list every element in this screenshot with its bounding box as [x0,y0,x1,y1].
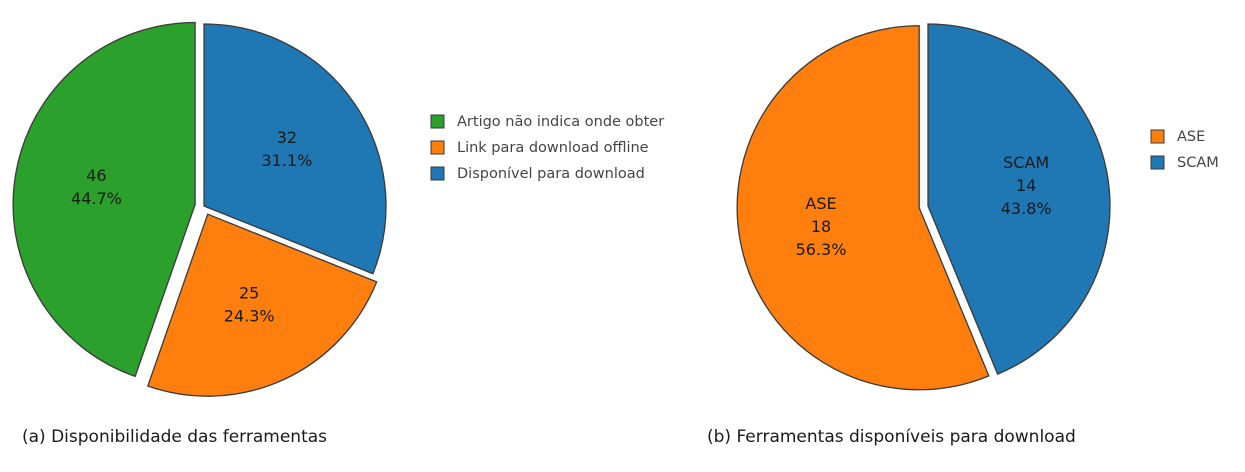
legend-label: Artigo não indica onde obter [457,114,664,130]
slice-value-label: 18 [811,217,831,236]
pie-slice-link-para-download-offline [146,213,378,397]
slice-value-label: 25 [239,283,259,302]
slice-percent-label: 44.7% [71,189,122,208]
pie-chart-downloadable-tools: SCAM 14 43.8% ASE 18 56.3% [736,23,1111,391]
pie-slice-ase [736,25,990,391]
slice-name-label: SCAM [1003,153,1049,172]
slice-percent-label: 31.1% [261,151,312,170]
slice-percent-label: 43.8% [1001,199,1052,218]
legend-label: Link para download offline [457,140,649,156]
legend-swatch [1150,155,1165,170]
pie-chart-availability: 32 31.1% 25 24.3% 46 44.7% [12,21,387,397]
caption-availability: (a) Disponibilidade das ferramentas [22,427,327,447]
legend-label: SCAM [1177,155,1219,171]
legend-downloadable-tools: ASE SCAM [1150,129,1219,171]
caption-downloadable-tools: (b) Ferramentas disponíveis para downloa… [707,427,1076,447]
pie-slice-scam [927,23,1111,375]
legend-label: ASE [1177,129,1205,145]
legend-swatch [430,114,445,129]
slice-percent-label: 56.3% [796,240,847,259]
pie-slice-artigo-nao-indica-onde-obter [12,21,196,378]
legend-availability: Artigo não indica onde obter Link para do… [430,114,664,182]
legend-swatch [430,140,445,155]
slice-percent-label: 24.3% [224,306,275,325]
legend-label: Disponível para download [457,166,645,182]
slice-name-label: ASE [805,194,836,213]
pie-slice-disponivel-para-download [203,23,387,275]
slice-value-label: 32 [277,128,297,147]
legend-swatch [430,166,445,181]
slice-value-label: 14 [1016,176,1036,195]
slice-value-label: 46 [86,166,106,185]
legend-swatch [1150,129,1165,144]
